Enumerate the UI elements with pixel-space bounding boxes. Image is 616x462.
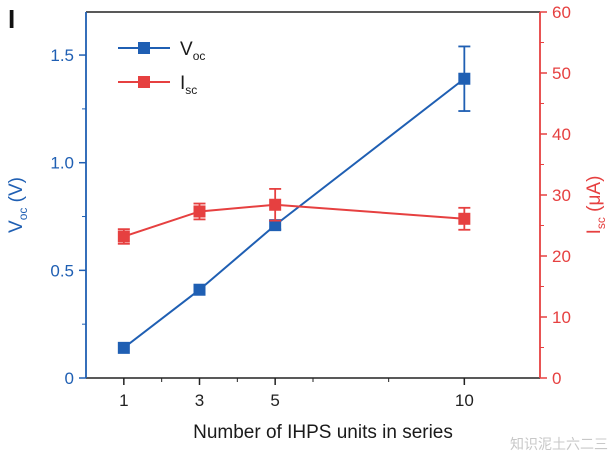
y-right-tick-label: 10 [552, 308, 571, 327]
data-point [117, 230, 130, 243]
x-tick-label: 3 [195, 391, 204, 410]
legend-marker [138, 42, 150, 54]
panel-label: I [8, 4, 16, 34]
data-point [458, 212, 471, 225]
y-left-tick-label: 1.5 [50, 46, 74, 65]
y-left-tick-label: 1.0 [50, 154, 74, 173]
y-right-tick-label: 60 [552, 3, 571, 22]
x-tick-label: 5 [270, 391, 279, 410]
data-point [193, 283, 206, 296]
series-line-Isc [123, 203, 465, 238]
x-tick-label: 10 [455, 391, 474, 410]
x-axis-title: Number of IHPS units in series [193, 422, 453, 443]
y-right-tick-label: 50 [552, 64, 571, 83]
data-point [458, 72, 471, 85]
watermark: 知识泥土六二三 [510, 437, 608, 453]
y-right-tick-label: 0 [552, 369, 561, 388]
data-point [193, 205, 206, 218]
legend-label: Voc [180, 39, 205, 63]
data-point [117, 341, 130, 354]
data-point [269, 219, 282, 232]
y-right-axis-title: Isc (μA) [584, 176, 608, 235]
y-left-tick-label: 0.5 [50, 261, 74, 280]
legend-marker [138, 76, 150, 88]
y-right-tick-label: 40 [552, 125, 571, 144]
legend-label: Isc [180, 73, 197, 97]
y-left-tick-label: 0 [65, 369, 74, 388]
y-right-tick-label: 30 [552, 186, 571, 205]
y-left-axis-title: Voc (V) [6, 177, 30, 233]
series-line-Voc [123, 77, 465, 349]
y-right-tick-label: 20 [552, 247, 571, 266]
x-tick-label: 1 [119, 391, 128, 410]
data-point [269, 198, 282, 211]
